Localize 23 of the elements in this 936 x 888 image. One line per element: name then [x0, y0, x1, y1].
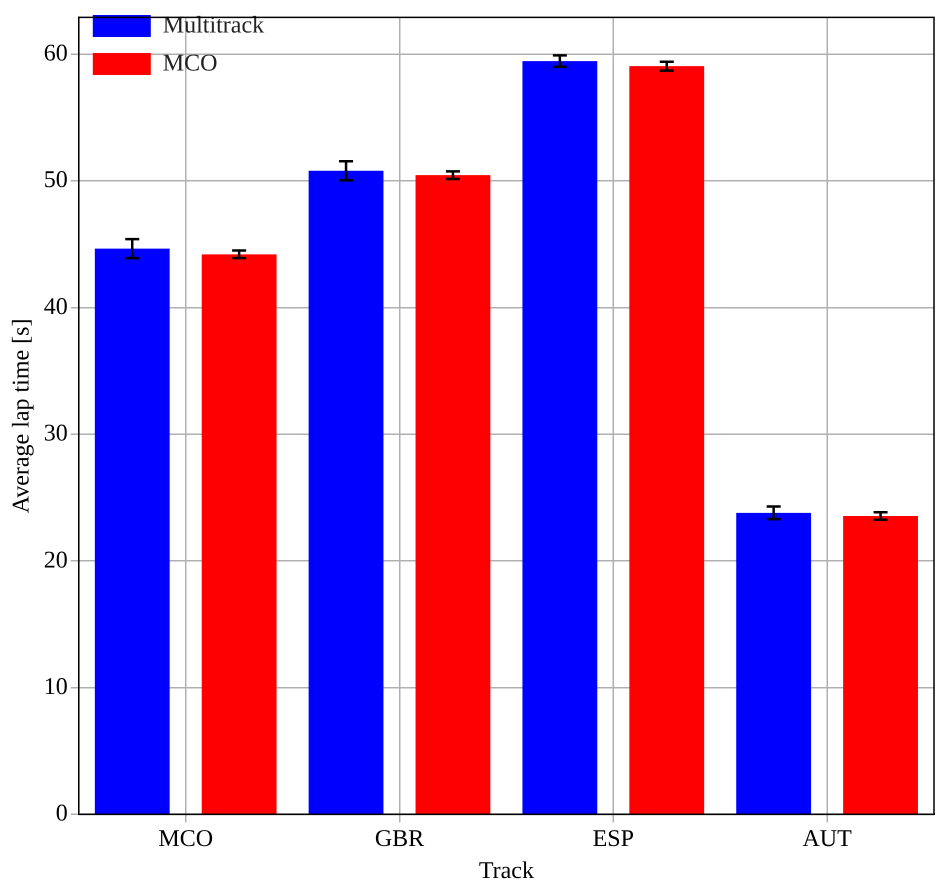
y-tick-label: 10: [44, 674, 68, 700]
bar: [629, 66, 704, 814]
bar: [416, 175, 490, 814]
x-tick-label: AUT: [802, 826, 852, 852]
bar: [202, 254, 277, 814]
x-tick-label: ESP: [592, 826, 634, 852]
bar: [736, 512, 812, 814]
y-tick-label: 30: [44, 420, 68, 447]
y-tick-label: 50: [44, 167, 68, 194]
bar: [522, 61, 598, 814]
x-tick-label: GBR: [374, 826, 424, 852]
legend-label: MCO: [162, 50, 218, 76]
y-tick-label: 60: [44, 40, 68, 66]
legend-label: Multitrack: [162, 12, 264, 38]
y-axis-title: Average lap time [s]: [8, 318, 35, 514]
x-tick-label: MCO: [158, 826, 214, 852]
y-tick-label: 40: [44, 294, 68, 320]
x-axis-title: Track: [478, 858, 534, 884]
bar: [94, 248, 170, 814]
y-tick-label: 0: [56, 800, 68, 827]
bar: [308, 170, 384, 814]
y-tick-label: 20: [44, 547, 68, 574]
bar: [843, 516, 918, 814]
